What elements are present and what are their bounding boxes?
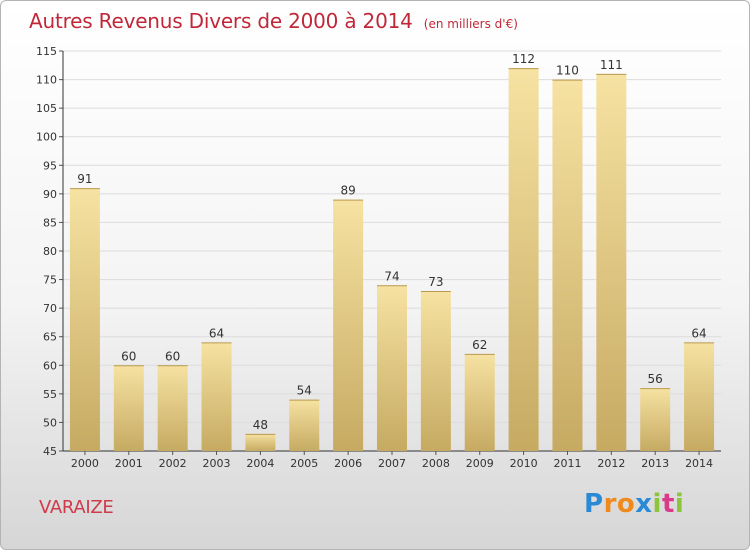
data-label: 62	[472, 338, 487, 352]
y-tick-label: 105	[36, 102, 57, 115]
x-tick-label: 2012	[597, 457, 625, 470]
place-name: VARAIZE	[39, 497, 114, 518]
bar	[289, 399, 320, 451]
proxiti-logo: Proxiti	[584, 489, 684, 519]
data-label: 110	[556, 64, 579, 78]
x-tick-label: 2013	[641, 457, 669, 470]
data-label: 48	[253, 418, 268, 432]
x-tick-label: 2005	[290, 457, 318, 470]
data-label: 91	[77, 172, 92, 186]
y-tick-label: 100	[36, 131, 57, 144]
x-tick-label: 2004	[246, 457, 274, 470]
x-tick-label: 2008	[422, 457, 450, 470]
bar	[113, 365, 144, 451]
y-tick-label: 90	[43, 188, 57, 201]
logo-letter: i	[674, 489, 685, 519]
x-tick-label: 2014	[685, 457, 713, 470]
bar	[684, 342, 715, 451]
y-tick-label: 80	[43, 245, 57, 258]
y-tick-label: 50	[43, 416, 57, 429]
logo-letter: o	[616, 489, 636, 519]
y-tick-label: 95	[43, 159, 57, 172]
bar	[69, 188, 100, 451]
data-label: 73	[428, 275, 443, 289]
bar	[640, 388, 671, 451]
x-tick-label: 2011	[553, 457, 581, 470]
y-tick-label: 85	[43, 216, 57, 229]
x-tick-label: 2010	[510, 457, 538, 470]
bar	[245, 433, 276, 451]
y-tick-label: 70	[43, 302, 57, 315]
bar	[333, 199, 364, 451]
data-label: 60	[165, 349, 180, 363]
x-tick-label: 2006	[334, 457, 362, 470]
bar	[552, 79, 583, 452]
logo-letter: t	[661, 489, 675, 519]
y-tick-label: 55	[43, 388, 57, 401]
bar	[508, 68, 539, 452]
chart-subtitle: (en milliers d'€)	[423, 17, 518, 31]
bar	[157, 365, 188, 451]
bar	[596, 73, 627, 451]
data-label: 74	[384, 269, 399, 283]
chart-title: Autres Revenus Divers de 2000 à 2014	[29, 9, 413, 33]
logo-letter: r	[603, 489, 617, 519]
data-label: 89	[340, 184, 355, 198]
data-label: 54	[297, 384, 312, 398]
data-label: 64	[691, 326, 706, 340]
y-tick-label: 115	[36, 45, 57, 58]
logo-letter: i	[652, 489, 662, 519]
data-label: 111	[600, 58, 623, 72]
bar	[420, 291, 451, 451]
x-tick-label: 2001	[115, 457, 143, 470]
x-tick-label: 2007	[378, 457, 406, 470]
data-label: 56	[648, 372, 663, 386]
x-tick-label: 2009	[466, 457, 494, 470]
y-tick-label: 75	[43, 274, 57, 287]
bar	[201, 342, 232, 451]
x-tick-label: 2003	[203, 457, 231, 470]
x-tick-label: 2002	[159, 457, 187, 470]
y-tick-label: 110	[36, 74, 57, 87]
y-tick-label: 60	[43, 359, 57, 372]
chart-title-block: Autres Revenus Divers de 2000 à 2014 (en…	[29, 9, 518, 33]
x-tick-label: 2000	[71, 457, 99, 470]
data-label: 60	[121, 349, 136, 363]
bar	[464, 353, 495, 451]
bar	[377, 285, 407, 451]
logo-letter: x	[635, 489, 653, 519]
y-tick-label: 65	[43, 331, 57, 344]
y-tick-label: 45	[43, 445, 57, 458]
logo-letter: P	[584, 489, 604, 519]
data-label: 112	[512, 52, 535, 66]
data-label: 64	[209, 326, 224, 340]
